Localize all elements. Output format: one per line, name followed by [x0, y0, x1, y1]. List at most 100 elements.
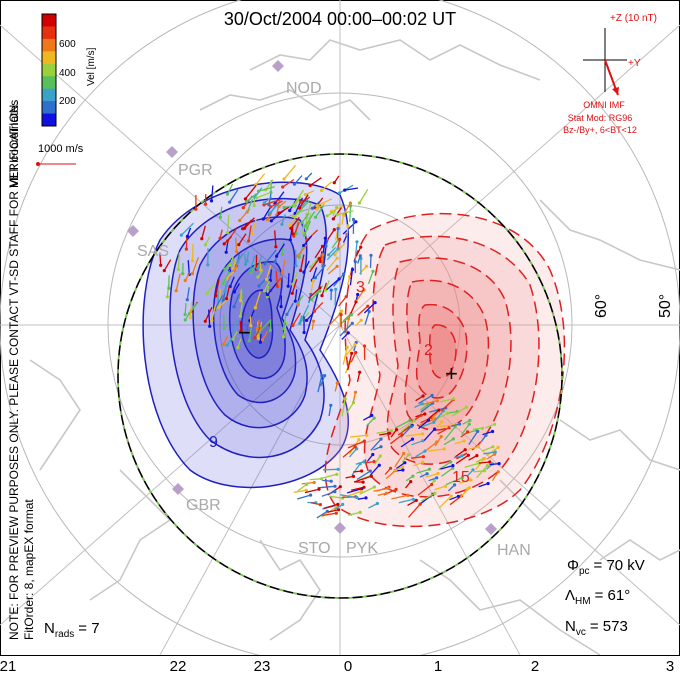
velocity-vector-origin [432, 479, 436, 483]
velocity-vector [254, 291, 262, 308]
mlt-axis: 21 22 23 0 1 2 3 [0, 658, 674, 674]
velocity-vector-origin [262, 201, 266, 205]
velocity-vector-origin [493, 452, 497, 456]
velocity-vector-origin [486, 481, 490, 486]
velocity-vector-origin [367, 309, 371, 314]
velocity-vector-origin [329, 288, 333, 292]
velocity-vector [339, 322, 353, 337]
velocity-vector [310, 280, 315, 294]
velocity-vector [222, 269, 231, 284]
velocity-vector [321, 254, 324, 267]
velocity-vector [417, 483, 433, 496]
velocity-vector-origin [430, 393, 434, 397]
velocity-vector [368, 502, 378, 509]
velocity-vector-origin [302, 233, 307, 237]
velocity-vector [239, 208, 251, 221]
mlt-coordinates-label: MLT coordinates [7, 100, 21, 188]
velocity-vector-origin [483, 457, 487, 461]
velocity-vector-origin [449, 494, 453, 498]
imf-z-label: +Z (10 nT) [610, 13, 657, 24]
velocity-vector-origin [358, 510, 362, 514]
velocity-vector-origin [221, 281, 225, 285]
velocity-vector [370, 438, 382, 451]
velocity-vector-origin [285, 312, 289, 316]
velocity-vector-origin [269, 205, 273, 209]
velocity-vector-origin [421, 455, 425, 459]
velocity-vector-origin [339, 313, 343, 317]
velocity-vector-origin [458, 422, 462, 426]
velocity-vector [396, 462, 406, 470]
velocity-vector-origin [203, 319, 207, 323]
velocity-vector [281, 241, 285, 255]
color-bar-segment [42, 26, 56, 40]
velocity-vector-origin [423, 449, 427, 453]
velocity-vector [246, 193, 257, 203]
velocity-vector [349, 448, 358, 458]
velocity-vector [441, 467, 454, 477]
velocity-vector [411, 440, 423, 446]
velocity-vector-origin [327, 253, 331, 257]
velocity-vector [226, 214, 230, 233]
velocity-vector [322, 238, 326, 254]
station-marker-sas [127, 225, 139, 237]
velocity-vector [180, 222, 194, 236]
velocity-vector-origin [335, 213, 339, 217]
velocity-vector [428, 409, 440, 420]
velocity-vector [418, 394, 433, 405]
velocity-vector-origin [203, 243, 207, 247]
velocity-vector [269, 203, 279, 214]
velocity-vector-origin [356, 292, 360, 297]
velocity-vector [415, 450, 426, 458]
velocity-vector [310, 290, 321, 301]
velocity-vector-origin [341, 502, 345, 506]
velocity-vector [468, 446, 479, 450]
velocity-vector-origin [400, 433, 404, 437]
velocity-vector-origin [336, 226, 340, 231]
velocity-vector-origin [335, 472, 339, 476]
velocity-vector-origin [359, 245, 363, 249]
velocity-vector-origin [296, 300, 300, 305]
velocity-vector-origin [299, 200, 303, 204]
velocity-vector-origin [222, 242, 226, 246]
velocity-vector-origin [337, 191, 342, 195]
velocity-vector [299, 254, 305, 271]
velocity-vector [303, 260, 310, 273]
velocity-vector [286, 302, 294, 315]
station-label: PYK [346, 540, 378, 557]
velocity-vector [338, 296, 347, 307]
velocity-vector [351, 463, 361, 476]
velocity-vector [184, 305, 195, 321]
velocity-vector [440, 398, 454, 403]
velocity-vector-origin [263, 289, 267, 293]
latitude-label-50: 50° [657, 294, 674, 318]
velocity-vector [215, 278, 220, 296]
velocity-vector [423, 428, 436, 442]
velocity-vector-origin [221, 298, 225, 302]
velocity-vector-origin [305, 482, 309, 486]
velocity-vector-origin [463, 448, 467, 452]
velocity-vector [370, 464, 380, 476]
velocity-vector-origin [388, 431, 392, 435]
velocity-vector-origin [269, 219, 273, 223]
velocity-vector [213, 294, 224, 311]
velocity-vector [327, 229, 335, 240]
velocity-vector-origin [420, 432, 425, 436]
velocity-vector-origin [256, 189, 261, 193]
station-markers [127, 60, 497, 535]
velocity-vector [331, 238, 340, 249]
velocity-vector [425, 472, 439, 478]
velocity-vector-origin [325, 214, 329, 218]
velocity-vector-origin [176, 267, 180, 272]
velocity-vector [342, 347, 348, 365]
velocity-vector-origin [277, 205, 281, 209]
velocity-vector-origin [445, 411, 450, 415]
velocity-vector-origin [303, 224, 307, 228]
velocity-vector-origin [351, 474, 356, 478]
velocity-vector [297, 200, 310, 214]
velocity-vector [355, 289, 365, 302]
velocity-vector [341, 398, 346, 417]
velocity-vector [294, 289, 298, 302]
velocity-vector [347, 440, 365, 449]
velocity-vector [290, 217, 300, 229]
velocity-vector [270, 200, 283, 208]
